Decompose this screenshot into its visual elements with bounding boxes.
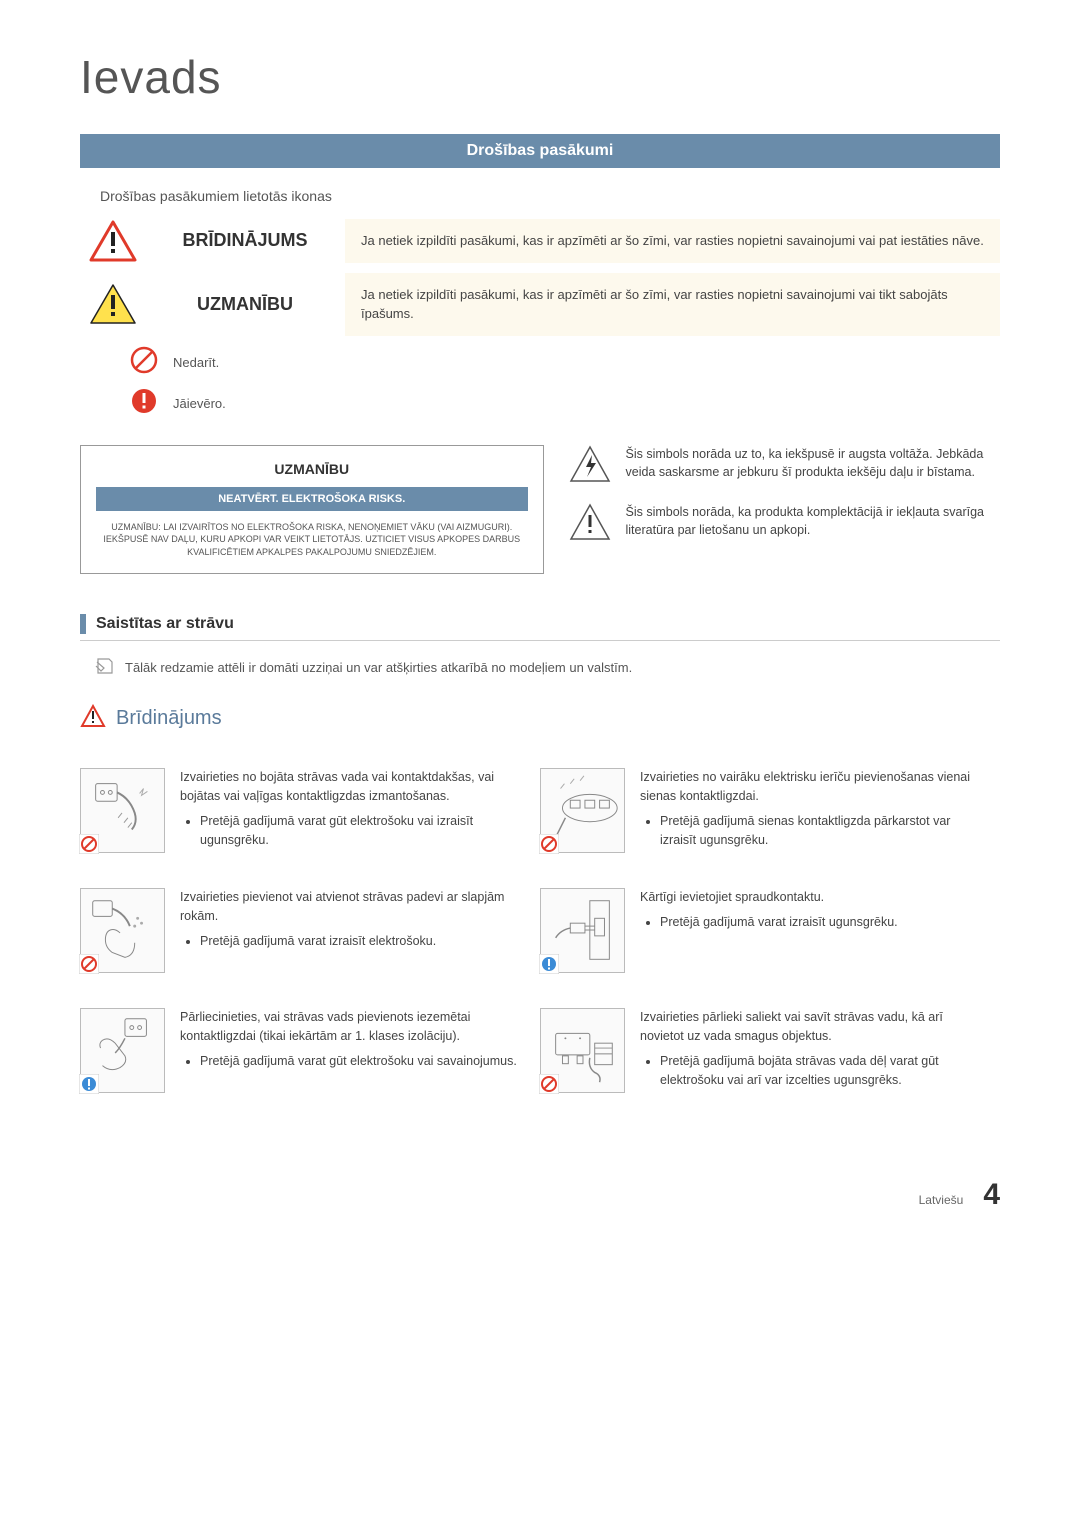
footer-lang: Latviešu [919, 1193, 964, 1207]
warning-label: BRĪDINĀJUMS [145, 230, 345, 251]
warning-desc: Ja netiek izpildīti pasākumi, kas ir apz… [345, 219, 1000, 263]
illustration-damaged-cord [80, 768, 165, 853]
dont-row: Nedarīt. [130, 346, 1000, 379]
warning-row: BRĪDINĀJUMS Ja netiek izpildīti pasākumi… [80, 219, 1000, 263]
info-exclaim-icon [130, 387, 158, 420]
caution-label: UZMANĪBU [145, 294, 345, 315]
power-section-header: Saistītas ar strāvu [80, 614, 1000, 641]
caution-desc: Ja netiek izpildīti pasākumi, kas ir apz… [345, 273, 1000, 336]
warn-cell-4: Kārtīgi ievietojiet spraudkontaktu. Pret… [540, 878, 1000, 998]
warning-heading: Brīdinājums [80, 704, 1000, 733]
prohibit-badge-icon [539, 834, 559, 854]
observe-label: Jāievēro. [173, 396, 226, 411]
caution-panel-title: UZMANĪBU [96, 461, 528, 477]
note-text: Tālāk redzamie attēli ir domāti uzziņai … [125, 660, 632, 675]
illustration-grounded [80, 1008, 165, 1093]
manual-symbol-row: Šis simbols norāda, ka produkta komplekt… [569, 503, 1001, 546]
info-badge-icon [539, 954, 559, 974]
illustration-multi-plug [540, 768, 625, 853]
caution-panel: UZMANĪBU NEATVĒRT. ELEKTROŠOKA RISKS. UZ… [80, 445, 544, 575]
illustration-bent-cord [540, 1008, 625, 1093]
symbol-column: Šis simbols norāda uz to, ka iekšpusē ir… [569, 445, 1001, 575]
warning-heading-text: Brīdinājums [116, 707, 222, 730]
section-marker [80, 614, 86, 634]
prohibit-icon [130, 346, 158, 379]
prohibit-badge-icon [79, 834, 99, 854]
warn-text-6: Izvairieties pārlieki saliekt vai savīt … [640, 1008, 990, 1093]
warning-heading-icon [80, 704, 106, 733]
page-title: Ievads [80, 50, 1000, 104]
manual-triangle-icon [569, 503, 611, 546]
observe-row: Jāievēro. [130, 387, 1000, 420]
icons-subheading: Drošības pasākumiem lietotās ikonas [100, 188, 1000, 204]
safety-banner: Drošības pasākumi [80, 134, 1000, 168]
voltage-symbol-row: Šis simbols norāda uz to, ka iekšpusē ir… [569, 445, 1001, 488]
note-row: Tālāk redzamie attēli ir domāti uzziņai … [95, 656, 1000, 679]
caution-symbol-section: UZMANĪBU NEATVĒRT. ELEKTROŠOKA RISKS. UZ… [80, 445, 1000, 575]
caution-panel-text: UZMANĪBU: LAI IZVAIRĪTOS NO ELEKTROŠOKA … [96, 521, 528, 559]
prohibit-badge-icon [79, 954, 99, 974]
warn-text-1: Izvairieties no bojāta strāvas vada vai … [180, 768, 530, 853]
warn-cell-2: Izvairieties no vairāku elektrisku ierīč… [540, 758, 1000, 878]
dont-label: Nedarīt. [173, 355, 219, 370]
footer-pagenum: 4 [983, 1178, 1000, 1212]
illustration-wet-hands [80, 888, 165, 973]
illustration-insert-plug [540, 888, 625, 973]
warn-text-2: Izvairieties no vairāku elektrisku ierīč… [640, 768, 990, 853]
caution-triangle-icon [80, 283, 145, 325]
caution-panel-bar: NEATVĒRT. ELEKTROŠOKA RISKS. [96, 487, 528, 511]
warn-cell-5: Pārliecinieties, vai strāvas vads pievie… [80, 998, 540, 1118]
warn-text-4: Kārtīgi ievietojiet spraudkontaktu. Pret… [640, 888, 898, 973]
warn-cell-1: Izvairieties no bojāta strāvas vada vai … [80, 758, 540, 878]
warn-cell-6: Izvairieties pārlieki saliekt vai savīt … [540, 998, 1000, 1118]
voltage-triangle-icon [569, 445, 611, 488]
note-icon [95, 656, 115, 679]
warn-text-5: Pārliecinieties, vai strāvas vads pievie… [180, 1008, 530, 1093]
warn-cell-3: Izvairieties pievienot vai atvienot strā… [80, 878, 540, 998]
section-title: Saistītas ar strāvu [96, 615, 234, 633]
caution-row: UZMANĪBU Ja netiek izpildīti pasākumi, k… [80, 273, 1000, 336]
info-badge-icon [79, 1074, 99, 1094]
manual-text: Šis simbols norāda, ka produkta komplekt… [626, 503, 1001, 541]
warn-text-3: Izvairieties pievienot vai atvienot strā… [180, 888, 530, 973]
prohibit-badge-icon [539, 1074, 559, 1094]
warning-triangle-icon [80, 220, 145, 262]
warning-grid: Izvairieties no bojāta strāvas vada vai … [80, 758, 1000, 1118]
page-footer: Latviešu 4 [80, 1178, 1000, 1212]
voltage-text: Šis simbols norāda uz to, ka iekšpusē ir… [626, 445, 1001, 483]
